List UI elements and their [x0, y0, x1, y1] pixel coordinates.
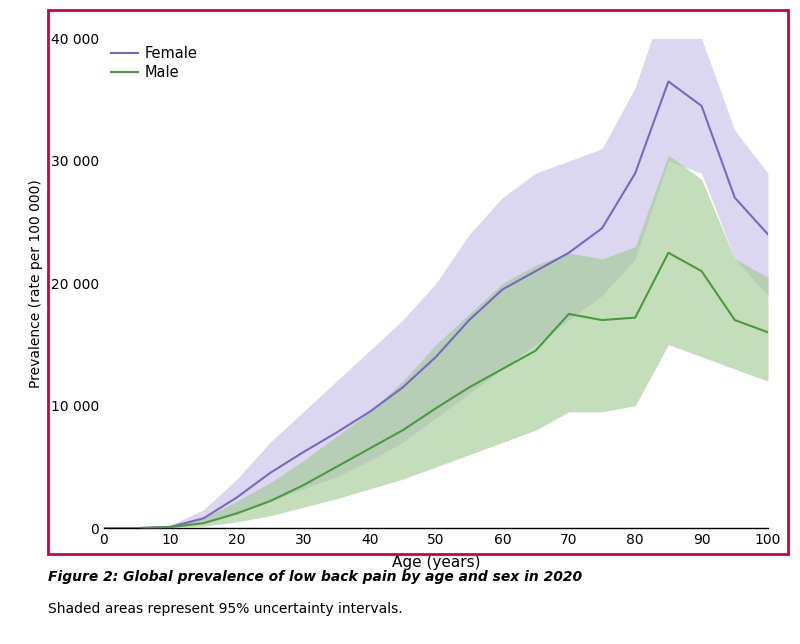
Text: Figure 2: Global prevalence of low back pain by age and sex in 2020: Figure 2: Global prevalence of low back …: [48, 570, 582, 584]
X-axis label: Age (years): Age (years): [392, 555, 480, 571]
Y-axis label: Prevalence (rate per 100 000): Prevalence (rate per 100 000): [29, 179, 42, 388]
Text: Shaded areas represent 95% uncertainty intervals.: Shaded areas represent 95% uncertainty i…: [48, 602, 402, 616]
Legend: Female, Male: Female, Male: [111, 46, 198, 80]
